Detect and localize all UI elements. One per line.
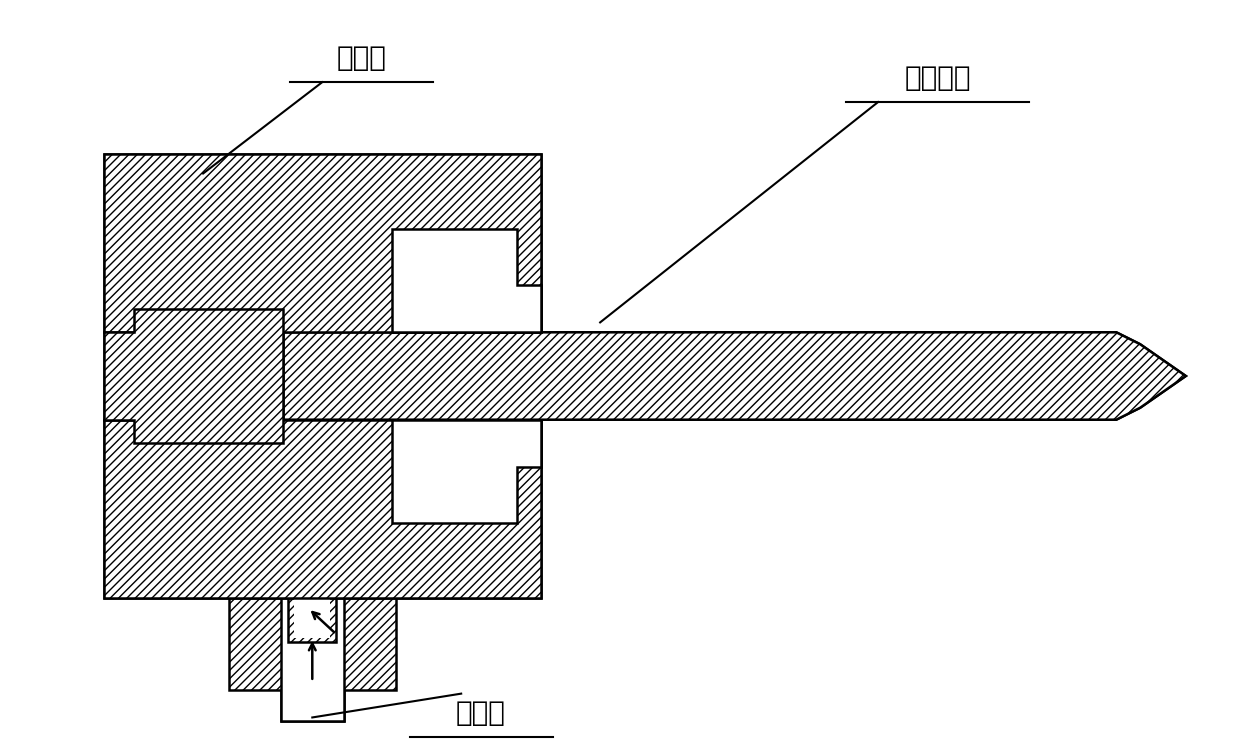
Polygon shape — [294, 599, 330, 638]
Polygon shape — [104, 420, 541, 599]
Polygon shape — [392, 229, 541, 332]
Text: 进气孔: 进气孔 — [456, 699, 506, 727]
Polygon shape — [104, 153, 541, 332]
Text: 棒状电极: 棒状电极 — [904, 64, 971, 92]
Polygon shape — [392, 420, 541, 523]
Polygon shape — [283, 332, 1185, 420]
Polygon shape — [392, 229, 541, 332]
Polygon shape — [104, 308, 283, 444]
Polygon shape — [104, 332, 541, 420]
Text: 阳极体: 阳极体 — [337, 44, 387, 72]
Polygon shape — [392, 420, 541, 523]
Polygon shape — [104, 308, 283, 444]
Polygon shape — [280, 599, 343, 721]
Polygon shape — [283, 332, 1185, 420]
Polygon shape — [229, 599, 396, 721]
Polygon shape — [104, 420, 541, 599]
Polygon shape — [104, 153, 541, 332]
Polygon shape — [289, 599, 336, 642]
